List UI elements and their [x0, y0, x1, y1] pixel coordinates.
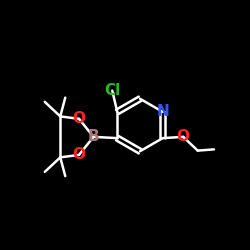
Text: O: O	[72, 112, 86, 126]
Text: O: O	[72, 147, 86, 162]
Text: O: O	[177, 130, 190, 144]
Text: B: B	[88, 130, 99, 144]
Text: N: N	[156, 104, 169, 120]
Text: Cl: Cl	[104, 83, 120, 98]
